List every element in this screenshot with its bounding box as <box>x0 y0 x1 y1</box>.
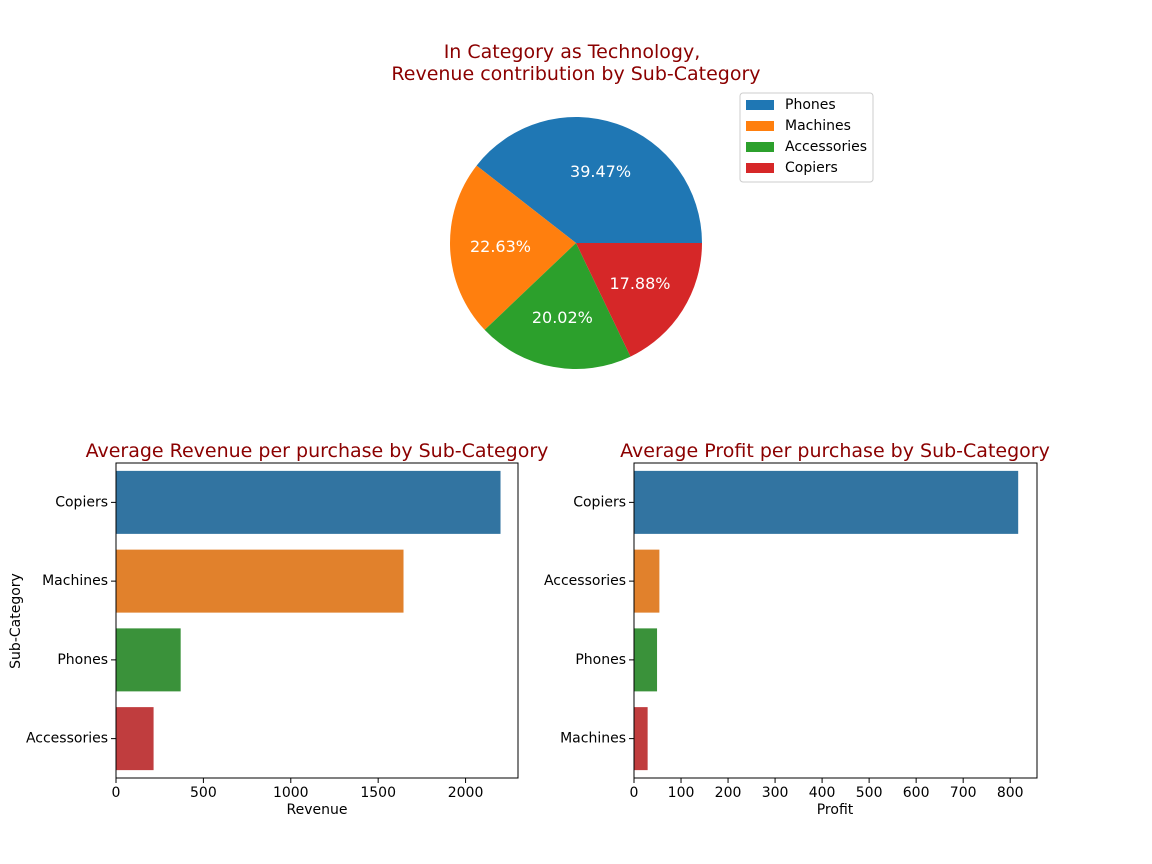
profit-bar-copiers <box>634 470 1019 534</box>
revenue-bar-chart: Copiers Machines Phones Accessories 0 500 1000… <box>26 462 519 801</box>
revenue-x-tick-label: 1000 <box>273 785 309 801</box>
legend-label-copiers: Copiers <box>785 160 838 176</box>
profit-x-tick-label: 800 <box>997 785 1024 801</box>
revenue-chart-title: Average Revenue per purchase by Sub-Cate… <box>86 440 549 462</box>
legend-swatch-phones <box>746 100 774 110</box>
pie-title-line2: Revenue contribution by Sub-Category <box>391 63 760 85</box>
legend-label-phones: Phones <box>785 97 836 113</box>
revenue-x-tick-label: 2000 <box>448 785 484 801</box>
pie-label-copiers: 17.88% <box>609 274 670 293</box>
pie-slice-accessories <box>484 243 631 370</box>
revenue-bar-phones <box>116 628 181 692</box>
revenue-x-tick-label: 1500 <box>360 785 396 801</box>
revenue-bar-accessories <box>116 707 154 771</box>
revenue-y-tick-accessories: Accessories <box>26 731 108 747</box>
profit-y-tick-accessories: Accessories <box>544 573 626 589</box>
pie-slice-machines <box>450 165 576 330</box>
pie-title-line1: In Category as Technology, <box>444 41 701 63</box>
pie-label-phones: 39.47% <box>570 162 631 181</box>
revenue-y-tick-phones: Phones <box>57 652 108 668</box>
legend-swatch-accessories <box>746 142 774 152</box>
profit-bar-accessories <box>634 549 660 613</box>
revenue-axes-frame <box>115 462 519 779</box>
profit-chart-title: Average Profit per purchase by Sub-Categ… <box>620 440 1050 462</box>
legend-swatch-machines <box>746 121 774 131</box>
profit-bar-machines <box>634 707 648 771</box>
legend-label-machines: Machines <box>785 118 851 134</box>
profit-x-tick-label: 100 <box>668 785 695 801</box>
pie-slice-phones <box>476 116 703 243</box>
profit-x-tick-label: 600 <box>903 785 930 801</box>
pie-label-machines: 22.63% <box>470 237 531 256</box>
revenue-bar-machines <box>116 549 404 613</box>
profit-x-tick-label: 300 <box>762 785 789 801</box>
profit-x-tick-label: 200 <box>715 785 742 801</box>
profit-x-tick-label: 0 <box>630 785 639 801</box>
revenue-y-tick-machines: Machines <box>42 573 108 589</box>
profit-x-tick-label: 400 <box>809 785 836 801</box>
profit-bar-chart: Copiers Accessories Phones Machines 0 100 200 3… <box>544 462 1038 801</box>
revenue-y-tick-copiers: Copiers <box>55 494 108 510</box>
legend-box <box>739 92 874 183</box>
pie-chart: 39.47% 22.63% 20.02% 17.88% <box>450 116 703 370</box>
revenue-bar-copiers <box>116 470 501 534</box>
legend-label-accessories: Accessories <box>785 139 867 155</box>
revenue-y-axis-label: Sub-Category <box>8 573 24 669</box>
profit-bar-phones <box>634 628 658 692</box>
revenue-x-axis-label: Revenue <box>287 802 348 818</box>
profit-x-tick-label: 500 <box>856 785 883 801</box>
profit-x-tick-label: 700 <box>950 785 977 801</box>
profit-axes-frame <box>633 462 1038 779</box>
profit-y-tick-phones: Phones <box>575 652 626 668</box>
pie-label-accessories: 20.02% <box>532 308 593 327</box>
pie-legend: Phones Machines Accessories Copiers <box>739 92 874 183</box>
legend-swatch-copiers <box>746 163 774 173</box>
pie-slice-copiers <box>576 243 702 357</box>
revenue-x-tick-label: 500 <box>190 785 217 801</box>
profit-y-tick-copiers: Copiers <box>573 494 626 510</box>
revenue-x-tick-label: 0 <box>112 785 121 801</box>
profit-y-tick-machines: Machines <box>560 731 626 747</box>
profit-x-axis-label: Profit <box>817 802 854 818</box>
